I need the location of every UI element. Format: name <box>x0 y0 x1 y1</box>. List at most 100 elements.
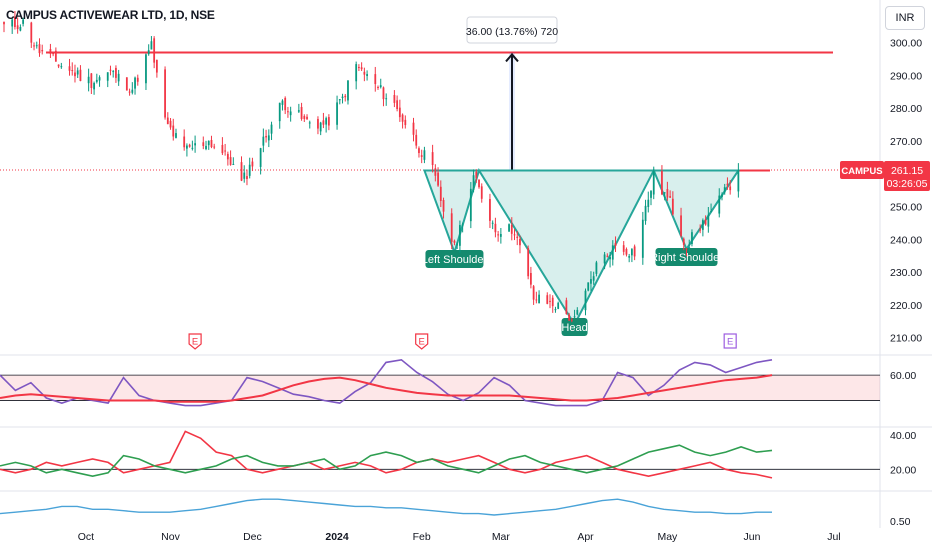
candle-body <box>647 199 650 208</box>
candle-body <box>347 80 349 101</box>
candle-body <box>267 135 270 141</box>
candle-body <box>210 139 213 148</box>
candle-body <box>737 169 740 192</box>
candle-body <box>699 229 702 231</box>
candle-body <box>240 162 243 181</box>
time-tick-label: Feb <box>413 531 431 543</box>
rsi-ma-line <box>0 374 773 403</box>
candle-body <box>128 91 131 93</box>
candle-body <box>718 195 721 214</box>
time-tick-label: May <box>657 531 678 543</box>
candle-body <box>317 119 319 129</box>
earnings-marker-label: E <box>727 337 733 348</box>
price-tick-label: 300.00 <box>890 38 922 50</box>
candle-body <box>652 171 655 195</box>
candle-body <box>150 41 153 50</box>
candle-body <box>232 163 235 165</box>
candle-body <box>404 119 407 126</box>
candle-body <box>377 86 379 88</box>
candle-body <box>308 122 311 124</box>
candle-body <box>90 73 93 88</box>
candle-body <box>205 145 207 150</box>
candle-body <box>259 148 262 167</box>
candle-body <box>284 97 287 111</box>
candle-body <box>38 44 41 54</box>
candle-body <box>60 66 63 68</box>
candle-body <box>590 279 592 284</box>
candle-body <box>475 171 478 178</box>
price-tick-label: 220.00 <box>890 300 922 312</box>
candle-body <box>186 145 188 149</box>
candle-body <box>79 69 82 81</box>
candle-body <box>287 111 289 113</box>
candle-body <box>396 100 399 110</box>
candle-body <box>166 117 169 125</box>
rsi-tick-label: 60.00 <box>890 370 916 382</box>
candle-body <box>516 236 519 238</box>
candle-body <box>224 150 227 152</box>
candle-body <box>439 186 442 201</box>
price-badge-ticker-box <box>840 160 884 179</box>
earnings-marker-label: E <box>419 337 425 348</box>
candle-body <box>494 223 497 233</box>
candle-body <box>74 72 76 77</box>
candle-body <box>68 66 71 71</box>
candle-body <box>145 54 147 84</box>
candle-body <box>682 238 685 245</box>
candle-body <box>251 161 254 167</box>
price-tick-label: 290.00 <box>890 70 922 82</box>
candle-body <box>420 155 423 157</box>
candle-body <box>707 214 710 227</box>
candle-body <box>628 256 631 258</box>
chart-title: CAMPUS ACTIVEWEAR LTD, 1D, NSE <box>6 8 215 22</box>
candle-body <box>549 300 551 302</box>
candle-body <box>14 17 16 28</box>
candle-body <box>87 76 90 84</box>
candle-body <box>175 133 177 138</box>
candle-body <box>538 294 540 304</box>
candle-body <box>472 175 475 190</box>
candle-body <box>554 309 557 311</box>
candle-body <box>721 194 723 197</box>
candle-body <box>650 191 652 198</box>
earnings-marker: E <box>723 333 737 349</box>
candle-body <box>710 211 712 213</box>
candle-body <box>671 198 674 215</box>
candle-body <box>592 276 595 281</box>
right-shoulder-label-text: Right Shoulder <box>650 252 723 264</box>
di-plus-line <box>0 444 773 478</box>
candle-body <box>633 246 636 257</box>
candle-body <box>262 136 265 146</box>
grid-layer <box>0 0 932 528</box>
candle-body <box>300 107 303 120</box>
candle-body <box>491 222 494 224</box>
candle-body <box>415 134 418 146</box>
candle-body <box>341 96 344 98</box>
candle-body <box>344 95 347 98</box>
candle-body <box>551 297 554 307</box>
candle-body <box>360 67 363 70</box>
candle-body <box>453 240 456 243</box>
candle-body <box>213 146 216 148</box>
candle-body <box>265 135 267 138</box>
candle-body <box>358 67 360 69</box>
candle-body <box>49 49 52 54</box>
di-minus-line <box>0 430 773 479</box>
candle-body <box>497 234 500 236</box>
candle-body <box>325 118 328 125</box>
candle-body <box>614 242 617 247</box>
candle-body <box>11 19 14 27</box>
candle-body <box>338 99 341 101</box>
candle-body <box>398 107 401 118</box>
candle-body <box>663 192 666 194</box>
candle-body <box>281 100 284 105</box>
candle-body <box>469 188 472 222</box>
head-label-box <box>561 318 588 336</box>
candle-body <box>723 187 726 193</box>
time-tick-label: Oct <box>78 531 94 543</box>
currency-selector[interactable]: INR <box>885 6 925 30</box>
candle-body <box>385 98 388 100</box>
earnings-marker-box <box>188 333 202 350</box>
candle-body <box>450 213 453 242</box>
